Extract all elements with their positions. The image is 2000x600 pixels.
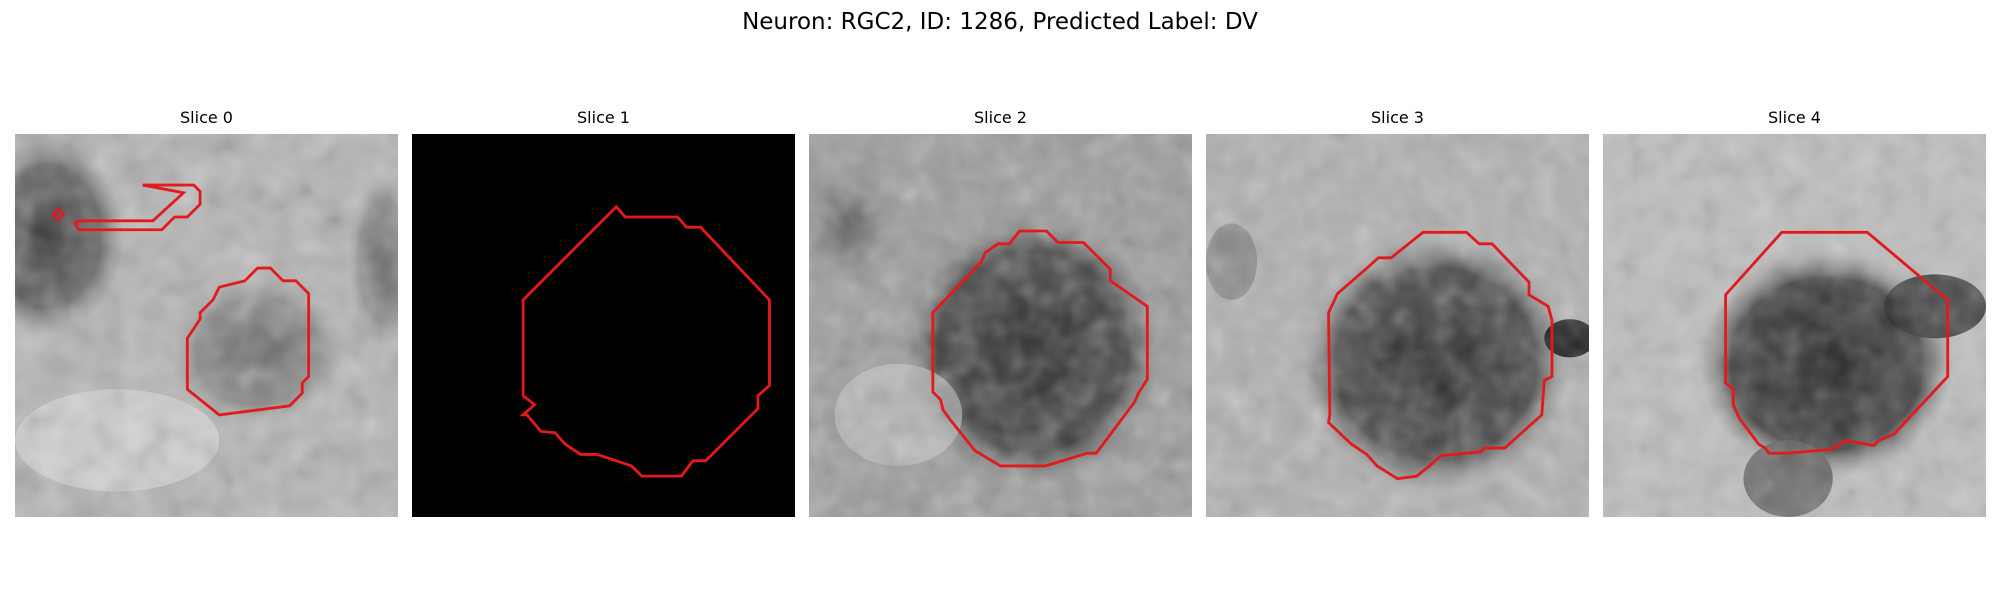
- contour-0-main: [185, 266, 311, 417]
- slice-image-1: [412, 134, 795, 517]
- slice-panel-0: Slice 0: [15, 108, 398, 517]
- slice-panel-4: Slice 4: [1603, 108, 1986, 517]
- slice-title-3: Slice 3: [1371, 108, 1424, 127]
- slice-image-0: [15, 134, 398, 517]
- contour-4-main: [1724, 230, 1950, 455]
- slice-image-2: [809, 134, 1192, 517]
- contour-0-artifact: [73, 183, 202, 232]
- contour-0-point: [51, 207, 66, 222]
- slice-panel-2: Slice 2: [809, 108, 1192, 517]
- slice-image-4: [1603, 134, 1986, 517]
- slice-image-3: [1206, 134, 1589, 517]
- figure-title: Neuron: RGC2, ID: 1286, Predicted Label:…: [742, 9, 1258, 35]
- contour-3-main: [1327, 230, 1554, 481]
- slice-panel-3: Slice 3: [1206, 108, 1589, 517]
- slice-title-2: Slice 2: [974, 108, 1027, 127]
- slice-title-0: Slice 0: [180, 108, 233, 127]
- contour-1-main: [519, 204, 771, 478]
- slice-panel-1: Slice 1: [412, 108, 795, 517]
- contour-2-main: [931, 229, 1149, 468]
- slice-title-1: Slice 1: [577, 108, 630, 127]
- slice-title-4: Slice 4: [1768, 108, 1821, 127]
